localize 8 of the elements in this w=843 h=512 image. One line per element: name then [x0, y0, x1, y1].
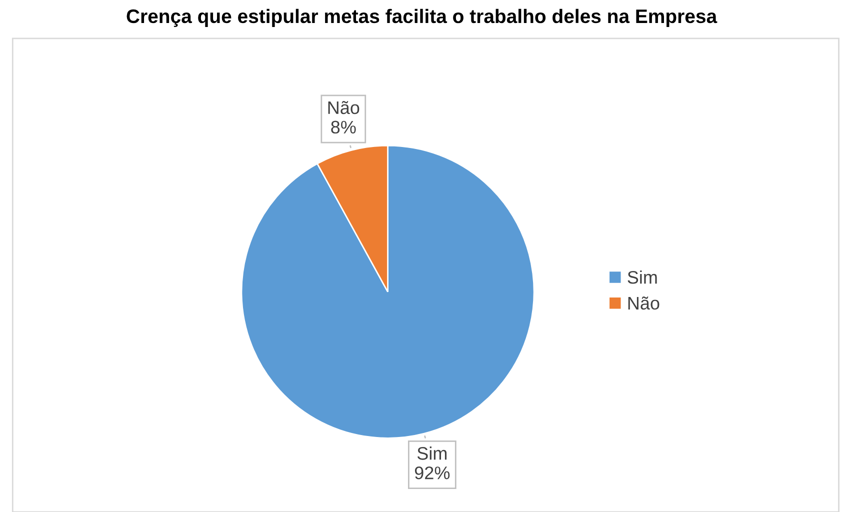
data-label: 8% [331, 120, 356, 134]
data-label: 92% [414, 466, 450, 480]
slice-label: Sim [417, 446, 447, 460]
chart-title: Crença que estipular metas facilita o trabalho deles na Empresa [126, 8, 718, 27]
legend-label: Não [628, 296, 660, 310]
pie-slice [240, 144, 535, 439]
legend-label: Sim [628, 270, 657, 284]
slice-label: Não [328, 100, 360, 114]
